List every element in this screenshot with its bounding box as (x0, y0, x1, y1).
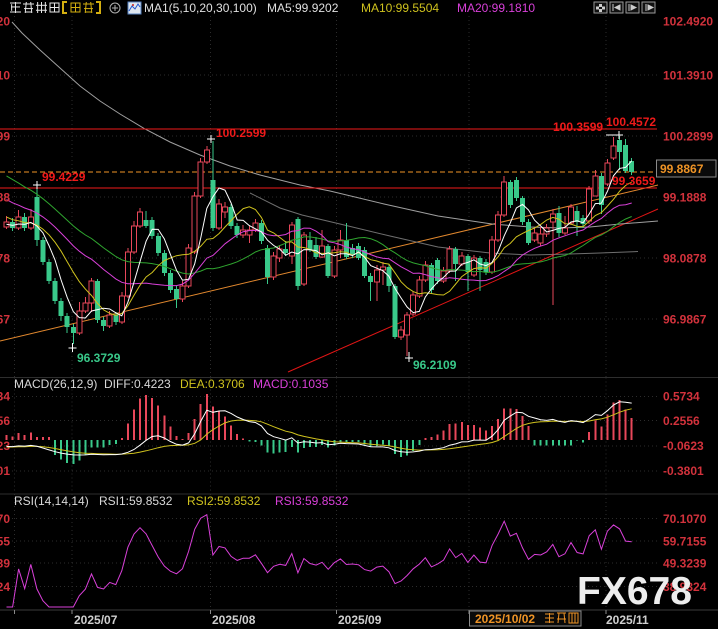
svg-text:2025/11: 2025/11 (606, 613, 649, 627)
svg-text:38.9324: 38.9324 (663, 580, 707, 594)
svg-text:99.8867: 99.8867 (660, 162, 704, 176)
svg-text:RSI2:59.8532: RSI2:59.8532 (187, 494, 261, 508)
svg-text:MACD:0.1035: MACD:0.1035 (253, 377, 329, 391)
svg-text:-0.3801: -0.3801 (663, 464, 704, 478)
svg-text:2025/08: 2025/08 (212, 613, 256, 627)
svg-text:RSI(14,14,14): RSI(14,14,14) (14, 494, 89, 508)
svg-text:DIFF:0.4223: DIFF:0.4223 (104, 377, 171, 391)
svg-text:0.5734: 0.5734 (663, 390, 700, 404)
svg-text:100.2899: 100.2899 (0, 130, 10, 144)
svg-text:98.0878: 98.0878 (0, 252, 10, 266)
svg-text:MA1(5,10,20,30,100): MA1(5,10,20,30,100) (144, 1, 257, 15)
svg-text:0.5734: 0.5734 (0, 390, 10, 404)
svg-text:99.1888: 99.1888 (0, 191, 10, 205)
svg-text:96.3729: 96.3729 (77, 351, 121, 365)
svg-text:96.9867: 96.9867 (663, 313, 707, 327)
svg-text:MA20:99.1810: MA20:99.1810 (457, 1, 535, 15)
svg-text:100.2599: 100.2599 (216, 126, 266, 140)
svg-text:-0.0623: -0.0623 (0, 439, 10, 453)
svg-text:-0.3801: -0.3801 (0, 464, 10, 478)
svg-text:2025/09: 2025/09 (338, 613, 382, 627)
svg-text:70.1070: 70.1070 (0, 512, 10, 526)
svg-text:MA5:99.9202: MA5:99.9202 (267, 1, 339, 15)
svg-text:49.3239: 49.3239 (663, 557, 707, 571)
svg-text:99.1888: 99.1888 (663, 191, 707, 205)
svg-text:RSI1:59.8532: RSI1:59.8532 (99, 494, 173, 508)
svg-text:70.1070: 70.1070 (663, 512, 707, 526)
svg-text:102.4920: 102.4920 (663, 15, 713, 29)
svg-text:0.2556: 0.2556 (0, 414, 10, 428)
svg-text:100.4572: 100.4572 (606, 115, 656, 129)
svg-text:98.0878: 98.0878 (663, 252, 707, 266)
svg-text:-0.0623: -0.0623 (663, 439, 704, 453)
svg-text:102.4920: 102.4920 (0, 15, 10, 29)
svg-text:100.3599: 100.3599 (553, 120, 603, 134)
svg-text:MA10:99.5504: MA10:99.5504 (361, 1, 439, 15)
svg-text:0.2556: 0.2556 (663, 414, 700, 428)
svg-text:59.7155: 59.7155 (0, 535, 10, 549)
svg-text:38.9324: 38.9324 (0, 580, 10, 594)
svg-text:49.3239: 49.3239 (0, 557, 10, 571)
svg-text:101.3910: 101.3910 (663, 69, 713, 83)
svg-text:FX678: FX678 (577, 570, 692, 613)
svg-text:DEA:0.3706: DEA:0.3706 (180, 377, 245, 391)
svg-text:99.4229: 99.4229 (42, 170, 86, 184)
svg-text:99.3659: 99.3659 (612, 174, 656, 188)
svg-text:MACD(26,12,9): MACD(26,12,9) (14, 377, 97, 391)
svg-text:2025/07: 2025/07 (74, 613, 118, 627)
svg-text:RSI3:59.8532: RSI3:59.8532 (275, 494, 349, 508)
svg-text:2025/10/02: 2025/10/02 (475, 612, 535, 626)
svg-text:100.2899: 100.2899 (663, 130, 713, 144)
svg-text:96.2109: 96.2109 (413, 358, 457, 372)
svg-text:96.9867: 96.9867 (0, 313, 10, 327)
svg-text:101.3910: 101.3910 (0, 69, 10, 83)
svg-text:59.7155: 59.7155 (663, 535, 707, 549)
